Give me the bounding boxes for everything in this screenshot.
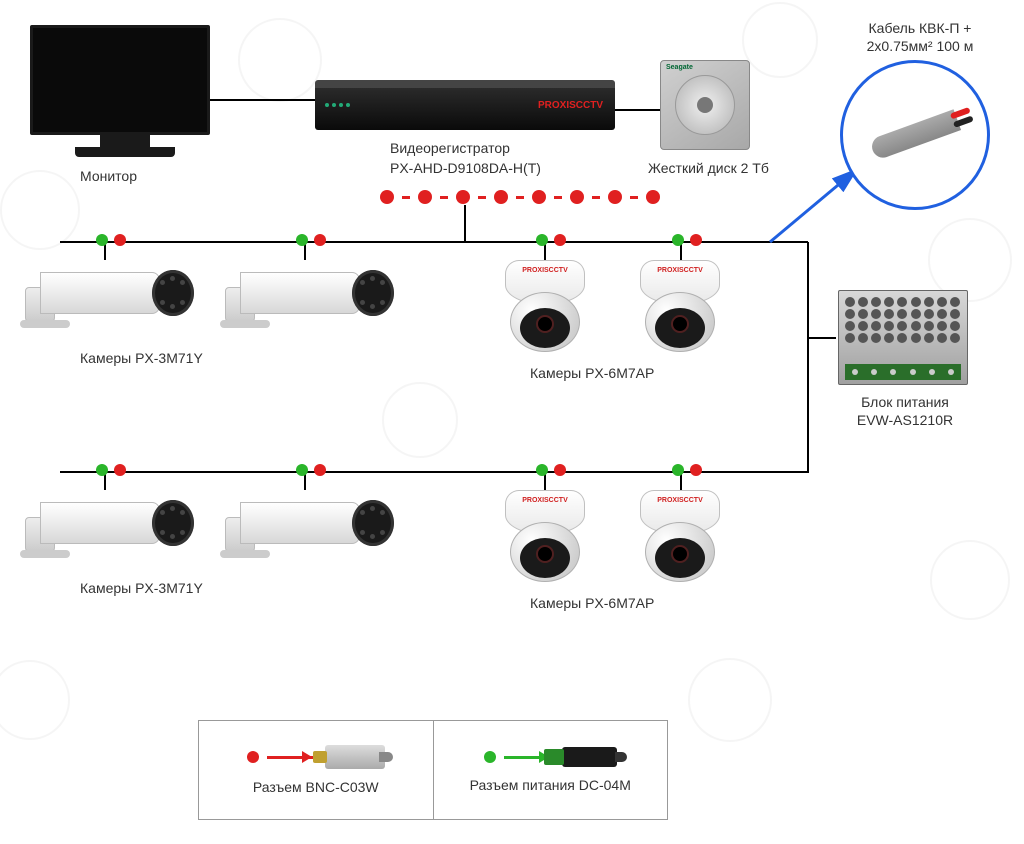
connection-dots [536, 464, 566, 476]
bullet-camera [220, 492, 385, 572]
cable-label-1: Кабель КВК-П + [840, 20, 1000, 36]
bnc-connector-icon [325, 745, 385, 769]
connection-dots [672, 234, 702, 246]
legend-bnc-label: Разъем BNC-C03W [253, 779, 379, 795]
dome-label-row2: Камеры PX-6M7AP [530, 595, 654, 611]
psu-label-1: Блок питания [850, 394, 960, 410]
bullet-label-row1: Камеры PX-3M71Y [80, 350, 203, 366]
connection-dots [536, 234, 566, 246]
dome-camera: PROXISCCTV [490, 490, 600, 585]
legend-dc-label: Разъем питания DC-04M [470, 777, 631, 793]
dvr-brand: PROXISCCTV [538, 100, 603, 111]
arrow-icon [267, 756, 317, 759]
dvr-label-1: Видеорегистратор [390, 140, 510, 156]
bullet-camera [220, 262, 385, 342]
legend: Разъем BNC-C03W Разъем питания DC-04M [198, 720, 668, 820]
power-supply [838, 290, 968, 385]
psu-label-2: EVW-AS1210R [850, 412, 960, 428]
bullet-camera [20, 262, 185, 342]
dvr-ports [380, 190, 660, 204]
connection-dots [296, 234, 326, 246]
green-dot-icon [484, 751, 496, 763]
connection-dots [96, 234, 126, 246]
cable-label-2: 2х0.75мм² 100 м [840, 38, 1000, 54]
legend-dc: Разъем питания DC-04M [434, 721, 668, 819]
monitor [30, 25, 220, 165]
connection-dots [296, 464, 326, 476]
bullet-camera [20, 492, 185, 572]
dome-camera: PROXISCCTV [625, 260, 735, 355]
dome-label-row1: Камеры PX-6M7AP [530, 365, 654, 381]
dome-camera: PROXISCCTV [490, 260, 600, 355]
dvr-label-2: PX-AHD-D9108DA-H(T) [390, 160, 541, 176]
legend-bnc: Разъем BNC-C03W [199, 721, 434, 819]
hdd-label: Жесткий диск 2 Тб [648, 160, 769, 176]
dc-connector-icon [562, 747, 617, 767]
dome-camera: PROXISCCTV [625, 490, 735, 585]
red-dot-icon [247, 751, 259, 763]
dvr: PROXISCCTV [315, 80, 615, 130]
cable-sample [840, 60, 990, 210]
hdd: Seagate [660, 60, 750, 150]
bullet-label-row2: Камеры PX-3M71Y [80, 580, 203, 596]
monitor-label: Монитор [80, 168, 137, 184]
connection-dots [96, 464, 126, 476]
connection-dots [672, 464, 702, 476]
